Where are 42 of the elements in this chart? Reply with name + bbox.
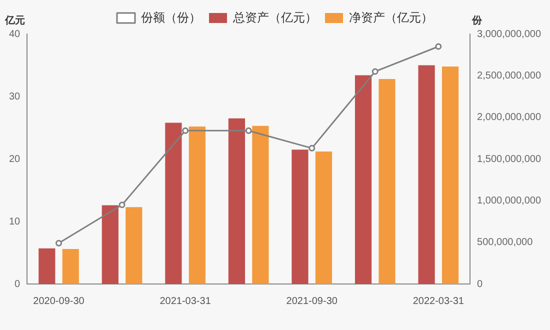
x-tick-label: 2020-09-30 — [33, 296, 85, 307]
point — [245, 127, 252, 134]
bar — [378, 79, 396, 284]
bar — [228, 118, 246, 284]
y-axis-title: 亿元 — [4, 14, 26, 27]
y2-axis-title: 份 — [471, 14, 484, 27]
point — [435, 43, 442, 50]
y2-tick-label: 1,500,000,000 — [477, 154, 542, 165]
legend-label: 总资产（亿元） — [232, 10, 317, 24]
point — [372, 68, 378, 75]
y2-tick-label: 1,000,000,000 — [477, 195, 542, 206]
bar — [315, 152, 332, 284]
point — [308, 144, 316, 152]
bar — [126, 207, 142, 284]
point — [118, 202, 126, 208]
point — [182, 127, 189, 134]
bar — [418, 65, 435, 284]
y-tick-label: 20 — [9, 154, 21, 165]
y-tick-label: 30 — [9, 91, 21, 102]
y2-tick-label: 3,000,000,000 — [477, 28, 542, 40]
x-tick-label: 2021-09-30 — [286, 296, 338, 307]
legend-label: 净资产（亿元） — [349, 10, 433, 24]
bar — [102, 205, 118, 284]
bar — [38, 248, 56, 284]
bar — [442, 66, 459, 284]
point — [56, 240, 62, 246]
x-tick-label: 2022-03-31 — [412, 296, 464, 307]
bar — [252, 126, 269, 284]
y-tick-label: 40 — [9, 28, 21, 40]
bar — [292, 150, 308, 284]
y2-tick-label: 0 — [477, 278, 484, 290]
y2-tick-label: 2,000,000,000 — [477, 112, 542, 124]
legend-label: 份额（份） — [141, 10, 201, 24]
y2-tick-label: 500,000,000 — [477, 237, 534, 248]
bar — [354, 75, 372, 284]
bar — [188, 126, 206, 284]
bar — [165, 122, 182, 284]
x-tick-label: 2021-03-31 — [160, 296, 212, 307]
y-tick-label: 0 — [14, 278, 21, 290]
y-tick-label: 10 — [9, 216, 21, 228]
y2-tick-label: 2,500,000,000 — [477, 70, 542, 82]
bar — [62, 249, 79, 284]
